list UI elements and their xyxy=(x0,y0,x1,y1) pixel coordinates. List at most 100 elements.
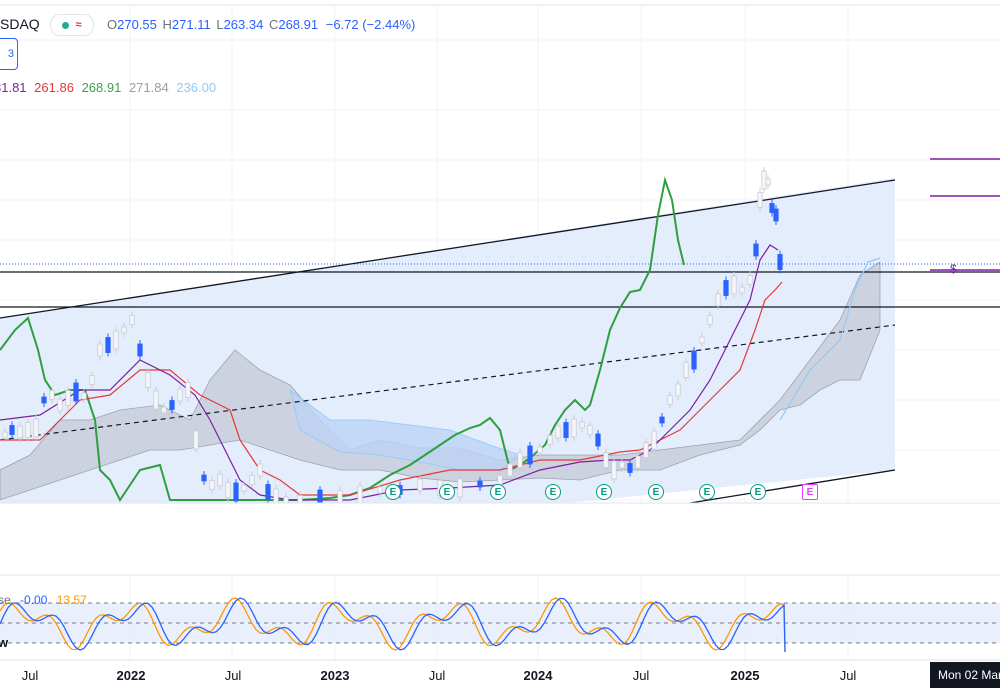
earnings-marker-icon[interactable]: E xyxy=(439,484,455,500)
symbol-title[interactable]: SDAQ xyxy=(0,16,40,32)
candle-body xyxy=(49,390,55,400)
candle-body xyxy=(241,484,247,492)
time-axis-label: Jul xyxy=(21,668,39,683)
candle-body xyxy=(257,463,263,477)
time-axis-label: Jul xyxy=(839,668,857,683)
time-axis-label: 2023 xyxy=(320,668,350,683)
candle-body xyxy=(579,421,585,429)
horizontal-levels xyxy=(0,158,1000,504)
open-value: 270.55 xyxy=(117,17,157,32)
candle-body xyxy=(113,330,119,350)
candle-body xyxy=(169,400,175,410)
channel-mid-line xyxy=(0,324,896,441)
candle-body xyxy=(193,430,199,450)
candle-body xyxy=(357,485,363,505)
earnings-marker-icon[interactable]: E xyxy=(648,484,664,500)
candle-body xyxy=(651,430,657,450)
candle-body xyxy=(121,326,127,334)
market-open-dot-icon xyxy=(62,21,70,29)
candle-body xyxy=(635,455,641,469)
close-label: C xyxy=(268,17,279,32)
candle-body xyxy=(89,375,95,385)
candle-body xyxy=(233,482,239,502)
candle-body xyxy=(145,372,151,388)
crosshair-date-label: Mon 02 Mar xyxy=(930,662,1000,688)
earnings-marker-icon[interactable]: E xyxy=(699,484,715,500)
candle-body xyxy=(643,442,649,458)
candle-body xyxy=(765,178,771,186)
candle-body xyxy=(377,486,383,494)
earnings-marker-icon[interactable]: E xyxy=(385,484,401,500)
high-label: H xyxy=(162,17,172,32)
indicator-value: 261.86 xyxy=(34,80,74,95)
candle-body xyxy=(217,473,223,487)
oscillator-legend: se -0.00 13.57 xyxy=(0,593,87,607)
earnings-marker-icon[interactable]: E xyxy=(596,484,612,500)
earnings-marker-icon[interactable]: E xyxy=(750,484,766,500)
candle-body xyxy=(747,275,753,285)
candle-body xyxy=(137,343,143,357)
change-value: −6.72 (−2.44%) xyxy=(325,17,416,32)
candle-body xyxy=(97,343,103,357)
low-label: L xyxy=(216,17,224,32)
indicator-values-legend: 31.81 261.86 268.91 271.84 236.00 xyxy=(0,80,216,95)
candle-body xyxy=(249,475,255,485)
candle-body xyxy=(65,390,71,406)
candle-body xyxy=(547,435,553,445)
oscillator-d-value: 13.57 xyxy=(56,593,87,607)
candle-body xyxy=(25,422,31,438)
leading-span-line xyxy=(779,257,881,421)
base-line xyxy=(0,281,783,496)
price-marker-icon[interactable]: $ xyxy=(950,262,957,276)
candle-body xyxy=(659,416,665,424)
candle-body xyxy=(209,480,215,490)
candle-body xyxy=(527,445,533,465)
earnings-marker-icon[interactable]: E xyxy=(545,484,561,500)
time-axis-label: 2025 xyxy=(730,668,760,683)
open-label: O xyxy=(107,17,118,32)
candle-body xyxy=(619,461,625,469)
candle-body xyxy=(723,280,729,296)
candle-body xyxy=(73,382,79,402)
time-axis-label: 2024 xyxy=(523,668,553,683)
time-axis-label: Jul xyxy=(632,668,650,683)
time-axis-label: Jul xyxy=(224,668,242,683)
status-badge[interactable]: ≈ xyxy=(50,14,94,36)
candle-body xyxy=(129,315,135,325)
candle-body xyxy=(265,484,271,500)
candle-body xyxy=(555,425,561,439)
earnings-marker-icon[interactable]: E xyxy=(490,484,506,500)
candle-body xyxy=(457,478,463,498)
candle-body xyxy=(757,192,763,208)
indicator-value: 271.84 xyxy=(128,80,169,95)
lagging-span-line xyxy=(0,176,685,502)
oscillator-label: se xyxy=(0,593,11,607)
stoch-k-line xyxy=(0,597,786,653)
oscillator-k-value: -0.00 xyxy=(20,593,48,607)
candle-body xyxy=(17,425,23,439)
time-axis-label: 2022 xyxy=(116,668,146,683)
candle-body xyxy=(563,422,569,438)
candle-body xyxy=(177,388,183,402)
candle-body xyxy=(611,460,617,480)
candle-body xyxy=(603,452,609,468)
candle-body xyxy=(105,337,111,353)
candle-body xyxy=(753,243,759,257)
candle-body xyxy=(769,203,775,213)
candle-body xyxy=(699,336,705,344)
candle-body xyxy=(667,395,673,405)
channel-upper-line xyxy=(0,179,896,319)
upcoming-earnings-marker-icon[interactable]: E xyxy=(802,484,818,500)
indicator-value: 236.00 xyxy=(176,80,217,95)
candle-body xyxy=(571,418,577,438)
candle-body xyxy=(595,433,601,447)
candle-body xyxy=(683,362,689,378)
candle-body xyxy=(225,482,231,498)
candle-body xyxy=(161,406,167,414)
close-value: 268.91 xyxy=(278,17,319,32)
stochastic-oscillator xyxy=(0,597,1000,653)
candle-body xyxy=(731,275,737,295)
channel-lower-line xyxy=(689,469,896,504)
legend-toggle-button[interactable]: 3 xyxy=(0,38,18,70)
